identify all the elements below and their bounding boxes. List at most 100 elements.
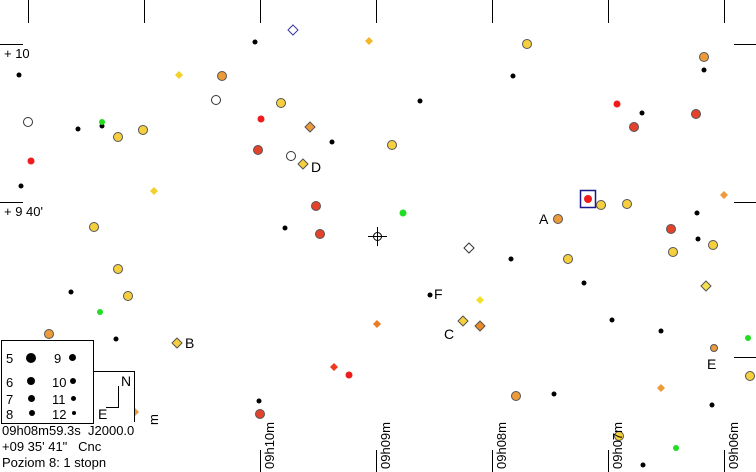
galaxy-marker xyxy=(476,296,484,304)
star xyxy=(427,292,433,298)
star-label-c: C xyxy=(444,326,455,342)
star xyxy=(701,67,707,73)
star xyxy=(745,335,751,341)
star xyxy=(609,317,615,323)
legend-mag-11: 11 xyxy=(52,392,66,407)
star xyxy=(710,344,718,352)
ra-label-09h08m: 09h08m xyxy=(494,422,509,469)
star xyxy=(23,117,33,127)
star xyxy=(639,110,645,116)
legend-dot xyxy=(26,353,36,363)
orientation-arrows-icon xyxy=(106,386,119,408)
star xyxy=(97,309,103,315)
star xyxy=(622,199,632,209)
ra-ticks-bottom xyxy=(260,450,725,472)
star xyxy=(345,371,353,379)
star xyxy=(255,409,265,419)
galaxy-marker xyxy=(474,320,486,332)
galaxy-marker xyxy=(457,315,469,327)
galaxy-marker xyxy=(700,280,712,292)
star-label-d: D xyxy=(311,159,322,175)
galaxy-marker xyxy=(720,191,728,199)
galaxy-marker xyxy=(330,363,338,371)
constellation: Cnc xyxy=(78,439,102,454)
star xyxy=(745,371,755,381)
star-label-a: A xyxy=(539,211,549,227)
star xyxy=(709,402,715,408)
star xyxy=(253,145,263,155)
center-crosshair-icon xyxy=(368,227,387,246)
star xyxy=(584,195,592,203)
legend-dot xyxy=(27,377,35,385)
star-label-b: B xyxy=(185,335,195,351)
star xyxy=(18,183,24,189)
star xyxy=(694,210,700,216)
ra-label-partial: m xyxy=(146,414,161,425)
star xyxy=(252,39,258,45)
legend-dot xyxy=(71,396,76,401)
legend-mag-9: 9 xyxy=(54,351,62,366)
star xyxy=(113,336,119,342)
stars-green xyxy=(97,119,751,451)
legend-mag-8: 8 xyxy=(6,407,14,422)
legend-dot xyxy=(29,410,35,416)
star xyxy=(508,256,514,262)
star xyxy=(282,225,288,231)
star xyxy=(315,229,325,239)
star xyxy=(553,214,563,224)
ra-label-09h07m: 09h07m xyxy=(610,422,625,469)
stars-yellow xyxy=(89,39,755,441)
star xyxy=(217,71,227,81)
star xyxy=(27,157,35,165)
stars-white xyxy=(23,95,296,161)
legend-mag-10: 10 xyxy=(52,375,67,390)
epoch: J2000.0 xyxy=(88,423,135,438)
galaxy-marker xyxy=(150,187,158,195)
legend-mag-12: 12 xyxy=(52,407,67,422)
star xyxy=(510,73,516,79)
legend-mag-7: 7 xyxy=(6,392,14,407)
star xyxy=(581,280,587,286)
star xyxy=(658,328,664,334)
star xyxy=(387,140,397,150)
star xyxy=(629,122,639,132)
star xyxy=(89,222,99,232)
zoom-level: Poziom 8: 1 stopn xyxy=(2,455,107,470)
star-label-f: F xyxy=(434,286,443,302)
dec-ticks xyxy=(0,44,756,358)
orientation-indicator: N E xyxy=(93,371,135,422)
legend-dot xyxy=(70,378,76,384)
galaxy-marker xyxy=(373,320,381,328)
star xyxy=(211,95,221,105)
galaxy-marker xyxy=(304,121,316,133)
legend-dot xyxy=(72,411,76,415)
star xyxy=(699,52,709,62)
legend-mag-6: 6 xyxy=(6,375,14,390)
star xyxy=(276,98,286,108)
stars-black xyxy=(16,39,715,468)
stars-red xyxy=(27,100,621,379)
ra-label-09h09m: 09h09m xyxy=(378,422,393,469)
star xyxy=(668,247,678,257)
coordinates-dec: +09 35' 41" Cnc xyxy=(2,440,101,453)
star xyxy=(551,391,557,397)
stars-orange xyxy=(44,52,718,401)
star xyxy=(596,200,606,210)
star xyxy=(138,125,148,135)
star xyxy=(44,329,54,339)
galaxy-marker xyxy=(657,384,665,392)
ra-label-09h06m: 09h06m xyxy=(726,422,741,469)
galaxies xyxy=(131,24,728,416)
star xyxy=(75,126,81,132)
star xyxy=(522,39,532,49)
ra-ticks-top xyxy=(28,0,725,23)
star xyxy=(399,209,407,217)
star xyxy=(417,98,423,104)
star xyxy=(613,100,621,108)
star xyxy=(256,398,262,404)
star-label-e: E xyxy=(707,356,717,372)
legend-dot xyxy=(69,354,76,361)
dec-label-9-40: + 9 40' xyxy=(4,204,43,219)
